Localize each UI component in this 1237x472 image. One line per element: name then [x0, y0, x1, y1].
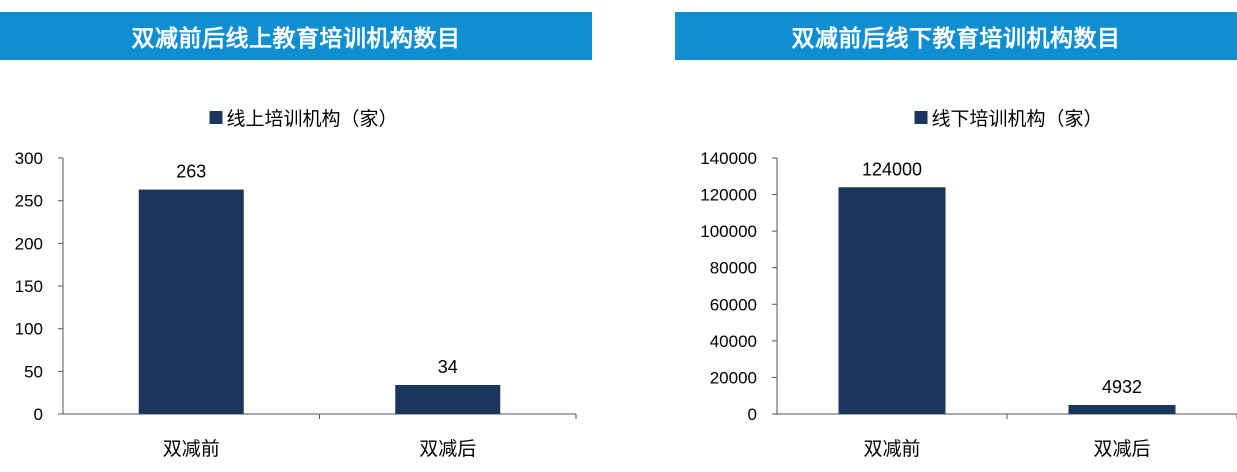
chart-panel-offline: 双减前后线下教育培训机构数目 线下培训机构（家） 0 20000 40000 60000… — [675, 0, 1237, 472]
y-tick-label: 100 — [15, 320, 43, 339]
y-tick-label: 80000 — [710, 259, 757, 278]
y-tick-label: 150 — [15, 277, 43, 296]
x-category-label: 双减后 — [419, 438, 476, 460]
bar-chart-online: 线上培训机构（家） 0 50 100 150 200 250 300 263 双减前 34 双减后 — [15, 108, 577, 460]
y-tick-label: 250 — [15, 192, 43, 211]
bar — [1068, 404, 1176, 414]
data-label: 34 — [438, 357, 458, 377]
legend: 线下培训机构（家） — [914, 108, 1103, 130]
y-tick-label: 0 — [34, 405, 43, 424]
y-tick-label: 0 — [748, 405, 757, 424]
bar — [838, 187, 946, 414]
y-tick-label: 120000 — [700, 186, 757, 205]
y-tick-label: 100000 — [700, 222, 757, 241]
bar-chart-offline: 线下培训机构（家） 0 20000 40000 60000 80000 100000 1200… — [700, 108, 1237, 460]
x-category-label: 双减后 — [1093, 438, 1150, 460]
y-tick-label: 40000 — [710, 332, 757, 351]
y-tick-label: 300 — [15, 149, 43, 168]
legend-swatch — [914, 111, 928, 124]
data-label: 263 — [176, 162, 206, 182]
y-tick-label: 50 — [24, 362, 43, 381]
x-category-label: 双减前 — [863, 438, 920, 460]
bar — [395, 384, 501, 414]
bar — [138, 189, 244, 414]
y-tick-label: 20000 — [710, 368, 757, 387]
y-tick-label: 140000 — [700, 149, 757, 168]
x-category-label: 双减前 — [163, 438, 220, 460]
y-tick-label: 60000 — [710, 295, 757, 314]
data-label: 124000 — [862, 159, 922, 179]
y-tick-label: 200 — [15, 234, 43, 253]
legend: 线上培训机构（家） — [209, 108, 398, 130]
chart-title: 双减前后线下教育培训机构数目 — [675, 12, 1237, 60]
legend-label: 线下培训机构（家） — [931, 108, 1102, 130]
data-label: 4932 — [1102, 377, 1142, 397]
legend-label: 线上培训机构（家） — [226, 108, 397, 130]
chart-panel-online: 双减前后线上教育培训机构数目 线上培训机构（家） 0 50 100 150 200 250 3… — [0, 0, 592, 472]
chart-title: 双减前后线上教育培训机构数目 — [0, 12, 592, 60]
legend-swatch — [209, 111, 223, 124]
